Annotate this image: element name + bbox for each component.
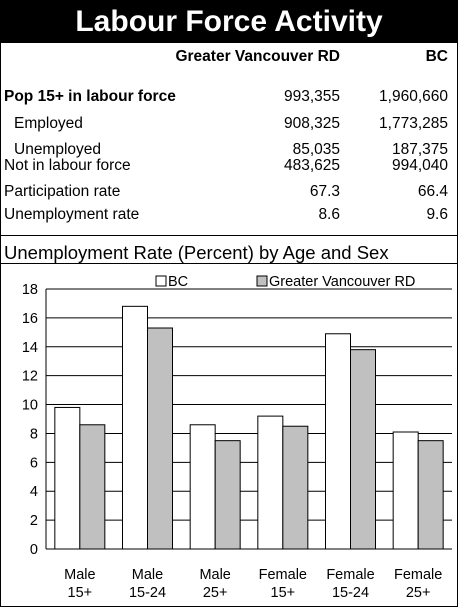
- row-label: Not in labour force: [4, 157, 131, 174]
- row-value-gvrd: 8.6: [318, 206, 340, 223]
- row-label: Participation rate: [4, 183, 121, 200]
- y-tick-label: 4: [30, 484, 38, 500]
- col-header-bc: BC: [425, 48, 448, 65]
- labour-stats-table: Greater Vancouver RD BC Pop 15+ in labou…: [0, 43, 458, 235]
- x-tick-label: Female: [394, 567, 442, 583]
- page-title: Labour Force Activity: [1, 1, 457, 43]
- row-label: Pop 15+ in labour force: [4, 88, 176, 105]
- bar-gvrd: [79, 424, 106, 550]
- row-value-bc: 994,040: [391, 157, 448, 174]
- y-tick-label: 0: [30, 542, 38, 558]
- bar-bc: [54, 406, 81, 550]
- row-value-bc: 9.6: [426, 206, 448, 223]
- legend-swatch: [155, 275, 167, 287]
- bar-bc: [325, 333, 351, 550]
- x-tick-label: 15+: [68, 585, 93, 601]
- col-header-gvrd: Greater Vancouver RD: [175, 48, 340, 65]
- bar-gvrd: [147, 327, 173, 550]
- legend-swatch: [256, 275, 268, 287]
- row-value-gvrd: 67.3: [309, 183, 340, 200]
- bar-gvrd: [214, 440, 241, 550]
- x-tick-label: 15-24: [129, 585, 166, 601]
- x-tick-label: 25+: [406, 585, 431, 601]
- row-value-gvrd: 483,625: [283, 157, 340, 174]
- x-tick-label: 25+: [203, 585, 228, 601]
- y-tick-label: 16: [22, 311, 38, 327]
- x-tick-label: Male: [64, 567, 95, 583]
- row-value-bc: 187,375: [391, 141, 448, 158]
- y-tick-label: 18: [22, 282, 38, 298]
- row-value-gvrd: 993,355: [283, 88, 340, 105]
- bar-gvrd: [417, 440, 444, 550]
- row-label: Unemployed: [14, 141, 102, 158]
- y-tick-label: 2: [30, 513, 38, 529]
- row-value-bc: 1,960,660: [379, 88, 448, 105]
- row-value-bc: 66.4: [417, 183, 448, 200]
- unemployment-bar-chart: 0 2 4 6 8 10 12 14 16 18 Male 15+ Male 15-24 Male 25+ Fe…: [22, 274, 452, 601]
- bar-gvrd: [350, 349, 376, 550]
- bar-bc: [122, 305, 148, 550]
- divider-line: [0, 235, 458, 236]
- legend-label: BC: [168, 274, 188, 290]
- bar-gvrd: [282, 425, 309, 550]
- bar-bc: [392, 431, 419, 550]
- row-value-gvrd: 908,325: [283, 115, 340, 132]
- x-tick-label: Female: [259, 567, 307, 583]
- divider-line: [0, 263, 458, 264]
- bar-bc: [189, 424, 216, 550]
- y-tick-label: 14: [22, 340, 38, 356]
- y-tick-label: 10: [22, 398, 38, 414]
- row-value-bc: 1,773,285: [379, 115, 448, 132]
- x-tick-label: 15+: [271, 585, 296, 601]
- y-tick-label: 6: [30, 455, 38, 471]
- y-tick-label: 8: [30, 426, 38, 442]
- row-label: Employed: [14, 115, 83, 132]
- x-tick-label: Male: [132, 567, 163, 583]
- row-label: Unemployment rate: [4, 206, 140, 223]
- x-tick-label: 15-24: [332, 585, 369, 601]
- legend-label: Greater Vancouver RD: [269, 274, 415, 290]
- bar-bc: [257, 415, 284, 550]
- x-tick-label: Male: [199, 567, 230, 583]
- chart-title: Unemployment Rate (Percent) by Age and S…: [4, 242, 389, 263]
- row-value-gvrd: 85,035: [292, 141, 340, 158]
- y-tick-label: 12: [22, 369, 38, 385]
- x-tick-label: Female: [326, 567, 374, 583]
